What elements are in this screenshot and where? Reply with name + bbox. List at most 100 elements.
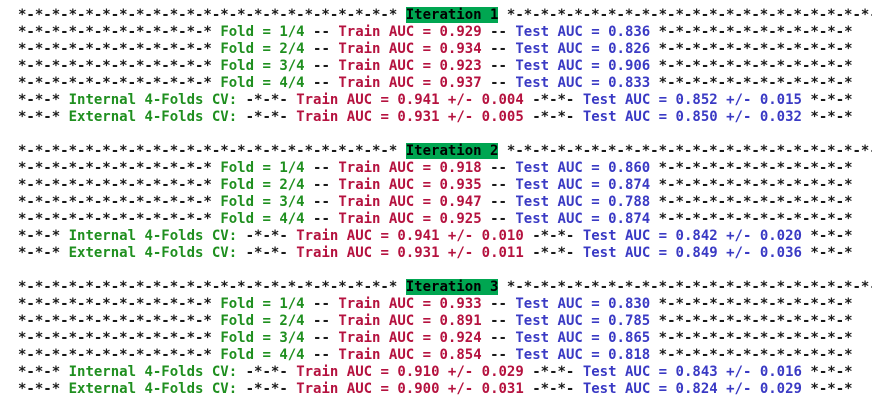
separator: *-*-* bbox=[810, 228, 853, 244]
cv-label: External 4-Folds CV: bbox=[68, 109, 238, 125]
separator: -- bbox=[490, 75, 507, 91]
separator: -- bbox=[490, 313, 507, 329]
fold-label: Fold = 1/4 bbox=[220, 160, 305, 176]
separator: *-*-*-*-*-*-*-*-*-*-*-*-*-*-*-*-*-*-*-*-… bbox=[506, 279, 872, 295]
test-auc: Test AUC = 0.830 bbox=[515, 296, 651, 312]
cv-label: External 4-Folds CV: bbox=[68, 381, 238, 397]
test-auc: Test AUC = 0.852 +/- 0.015 bbox=[582, 92, 802, 108]
train-auc: Train AUC = 0.941 +/- 0.004 bbox=[296, 92, 524, 108]
separator: -- bbox=[313, 58, 330, 74]
separator: *-*-*-*-*-*-*-*-*-*-*-* bbox=[18, 211, 212, 227]
separator: -- bbox=[313, 177, 330, 193]
separator: -*-*- bbox=[245, 245, 288, 261]
test-auc: Test AUC = 0.818 bbox=[515, 347, 651, 363]
separator: *-*-*-*-*-*-*-*-*-*-*-* bbox=[658, 160, 853, 176]
cv-label: Internal 4-Folds CV: bbox=[68, 92, 238, 108]
separator: *-*-*-*-*-*-*-*-*-*-*-* bbox=[658, 41, 853, 57]
separator: -- bbox=[490, 24, 507, 40]
separator: -*-*- bbox=[245, 109, 288, 125]
separator: *-*-* bbox=[18, 92, 61, 108]
train-auc: Train AUC = 0.918 bbox=[338, 160, 482, 176]
fold-line: *-*-*-*-*-*-*-*-*-*-*-* Fold = 4/4 -- Tr… bbox=[18, 211, 872, 228]
fold-line: *-*-*-*-*-*-*-*-*-*-*-* Fold = 3/4 -- Tr… bbox=[18, 330, 872, 347]
fold-label: Fold = 4/4 bbox=[220, 347, 305, 363]
cv-line: *-*-* Internal 4-Folds CV: -*-*- Train A… bbox=[18, 364, 872, 381]
separator: *-*-*-*-*-*-*-*-*-*-*-* bbox=[18, 330, 212, 346]
train-auc: Train AUC = 0.931 +/- 0.011 bbox=[296, 245, 524, 261]
separator: *-*-* bbox=[810, 381, 853, 397]
separator: -- bbox=[313, 347, 330, 363]
separator: -- bbox=[490, 160, 507, 176]
separator: *-*-*-*-*-*-*-*-*-*-*-* bbox=[658, 211, 853, 227]
train-auc: Train AUC = 0.929 bbox=[338, 24, 482, 40]
fold-line: *-*-*-*-*-*-*-*-*-*-*-* Fold = 3/4 -- Tr… bbox=[18, 194, 872, 211]
fold-label: Fold = 2/4 bbox=[220, 313, 305, 329]
train-auc: Train AUC = 0.934 bbox=[338, 41, 482, 57]
fold-line: *-*-*-*-*-*-*-*-*-*-*-* Fold = 4/4 -- Tr… bbox=[18, 75, 872, 92]
cv-line: *-*-* External 4-Folds CV: -*-*- Train A… bbox=[18, 245, 872, 262]
cv-label: External 4-Folds CV: bbox=[68, 245, 238, 261]
iteration-title: Iteration 1 bbox=[405, 7, 499, 23]
separator: -*-*- bbox=[532, 92, 575, 108]
iteration-title: Iteration 2 bbox=[405, 143, 499, 159]
fold-label: Fold = 4/4 bbox=[220, 211, 305, 227]
fold-line: *-*-*-*-*-*-*-*-*-*-*-* Fold = 1/4 -- Tr… bbox=[18, 296, 872, 313]
separator: -- bbox=[490, 41, 507, 57]
separator: *-*-* bbox=[18, 109, 61, 125]
separator: *-*-*-*-*-*-*-*-*-*-*-* bbox=[658, 313, 853, 329]
separator: -- bbox=[313, 24, 330, 40]
separator: -- bbox=[490, 177, 507, 193]
test-auc: Test AUC = 0.849 +/- 0.036 bbox=[582, 245, 802, 261]
iteration-header: *-*-*-*-*-*-*-*-*-*-*-*-*-*-*-*-*-*-*-*-… bbox=[18, 279, 872, 296]
train-auc: Train AUC = 0.933 bbox=[338, 296, 482, 312]
separator: *-*-* bbox=[810, 92, 853, 108]
fold-label: Fold = 1/4 bbox=[220, 24, 305, 40]
train-auc: Train AUC = 0.925 bbox=[338, 211, 482, 227]
separator: *-*-* bbox=[810, 364, 853, 380]
separator: -- bbox=[313, 160, 330, 176]
test-auc: Test AUC = 0.842 +/- 0.020 bbox=[582, 228, 802, 244]
test-auc: Test AUC = 0.860 bbox=[515, 160, 651, 176]
separator: -- bbox=[490, 58, 507, 74]
separator: *-*-* bbox=[810, 109, 853, 125]
separator: -- bbox=[313, 211, 330, 227]
separator: -- bbox=[313, 194, 330, 210]
fold-line: *-*-*-*-*-*-*-*-*-*-*-* Fold = 2/4 -- Tr… bbox=[18, 41, 872, 58]
separator: -- bbox=[313, 313, 330, 329]
cv-line: *-*-* Internal 4-Folds CV: -*-*- Train A… bbox=[18, 92, 872, 109]
separator: -- bbox=[313, 296, 330, 312]
separator: -- bbox=[490, 330, 507, 346]
train-auc: Train AUC = 0.854 bbox=[338, 347, 482, 363]
test-auc: Test AUC = 0.843 +/- 0.016 bbox=[582, 364, 802, 380]
separator: -*-*- bbox=[532, 364, 575, 380]
separator: *-*-*-*-*-*-*-*-*-*-*-*-*-*-*-*-*-*-*-*-… bbox=[18, 7, 398, 23]
separator: *-*-*-*-*-*-*-*-*-*-*-*-*-*-*-*-*-*-*-*-… bbox=[18, 279, 398, 295]
separator: -- bbox=[490, 296, 507, 312]
separator: *-*-*-*-*-*-*-*-*-*-*-* bbox=[658, 58, 853, 74]
train-auc: Train AUC = 0.924 bbox=[338, 330, 482, 346]
fold-line: *-*-*-*-*-*-*-*-*-*-*-* Fold = 2/4 -- Tr… bbox=[18, 177, 872, 194]
separator: *-*-* bbox=[18, 381, 61, 397]
train-auc: Train AUC = 0.931 +/- 0.005 bbox=[296, 109, 524, 125]
separator: *-*-*-*-*-*-*-*-*-*-*-* bbox=[18, 160, 212, 176]
separator: *-*-*-*-*-*-*-*-*-*-*-* bbox=[658, 194, 853, 210]
separator: -*-*- bbox=[245, 92, 288, 108]
separator: -- bbox=[490, 347, 507, 363]
separator: *-*-*-*-*-*-*-*-*-*-*-* bbox=[658, 347, 853, 363]
fold-label: Fold = 2/4 bbox=[220, 177, 305, 193]
separator: *-*-*-*-*-*-*-*-*-*-*-* bbox=[18, 41, 212, 57]
separator: *-*-*-*-*-*-*-*-*-*-*-* bbox=[18, 194, 212, 210]
train-auc: Train AUC = 0.935 bbox=[338, 177, 482, 193]
separator: *-*-*-*-*-*-*-*-*-*-*-* bbox=[18, 296, 212, 312]
separator: *-*-*-*-*-*-*-*-*-*-*-* bbox=[18, 24, 212, 40]
train-auc: Train AUC = 0.910 +/- 0.029 bbox=[296, 364, 524, 380]
cv-label: Internal 4-Folds CV: bbox=[68, 364, 238, 380]
separator: *-*-*-*-*-*-*-*-*-*-*-* bbox=[658, 330, 853, 346]
fold-label: Fold = 3/4 bbox=[220, 330, 305, 346]
separator: -- bbox=[313, 330, 330, 346]
separator: *-*-*-*-*-*-*-*-*-*-*-*-*-*-*-*-*-*-*-*-… bbox=[506, 143, 872, 159]
separator: -*-*- bbox=[532, 245, 575, 261]
test-auc: Test AUC = 0.874 bbox=[515, 211, 651, 227]
separator: *-*-*-*-*-*-*-*-*-*-*-* bbox=[658, 296, 853, 312]
test-auc: Test AUC = 0.826 bbox=[515, 41, 651, 57]
